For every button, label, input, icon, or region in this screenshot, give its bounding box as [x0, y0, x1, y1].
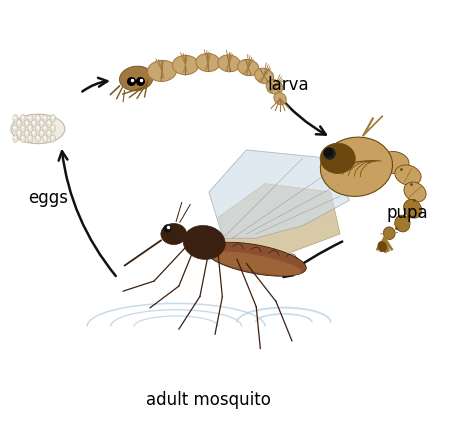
Ellipse shape [43, 135, 48, 142]
Ellipse shape [17, 130, 22, 137]
Ellipse shape [210, 251, 301, 276]
Ellipse shape [24, 120, 29, 127]
Ellipse shape [20, 135, 26, 142]
Ellipse shape [383, 227, 395, 239]
Ellipse shape [404, 182, 426, 202]
Ellipse shape [147, 60, 176, 81]
Ellipse shape [161, 224, 187, 245]
Ellipse shape [13, 135, 18, 142]
Ellipse shape [36, 115, 40, 122]
Text: pupa: pupa [387, 204, 428, 222]
Ellipse shape [218, 55, 240, 72]
Ellipse shape [50, 135, 55, 142]
Ellipse shape [403, 199, 422, 218]
Ellipse shape [32, 130, 37, 137]
Ellipse shape [255, 68, 273, 83]
Ellipse shape [32, 120, 37, 127]
Polygon shape [209, 150, 349, 238]
Polygon shape [218, 184, 340, 259]
Ellipse shape [320, 137, 392, 196]
Ellipse shape [395, 165, 421, 185]
Ellipse shape [395, 215, 410, 232]
Ellipse shape [39, 130, 44, 137]
Ellipse shape [196, 53, 220, 72]
Ellipse shape [379, 152, 409, 173]
Ellipse shape [378, 242, 387, 252]
Ellipse shape [11, 114, 65, 144]
Ellipse shape [17, 120, 22, 127]
Ellipse shape [320, 143, 356, 173]
Text: adult mosquito: adult mosquito [146, 391, 271, 409]
Ellipse shape [50, 125, 55, 132]
Ellipse shape [24, 130, 29, 137]
Ellipse shape [20, 115, 26, 122]
Ellipse shape [13, 125, 18, 132]
Ellipse shape [266, 80, 283, 94]
Ellipse shape [28, 135, 33, 142]
Ellipse shape [119, 66, 153, 91]
Ellipse shape [46, 130, 52, 137]
Ellipse shape [13, 115, 18, 122]
Ellipse shape [183, 225, 225, 259]
Ellipse shape [50, 115, 55, 122]
Ellipse shape [28, 125, 33, 132]
Text: eggs: eggs [28, 189, 69, 207]
Ellipse shape [43, 125, 48, 132]
Text: larva: larva [267, 76, 309, 94]
Ellipse shape [28, 115, 33, 122]
Ellipse shape [36, 125, 40, 132]
Ellipse shape [39, 120, 44, 127]
Ellipse shape [274, 92, 286, 105]
Ellipse shape [20, 125, 26, 132]
Ellipse shape [237, 59, 259, 76]
Ellipse shape [46, 120, 52, 127]
Ellipse shape [205, 242, 306, 276]
Ellipse shape [43, 115, 48, 122]
Ellipse shape [173, 55, 199, 75]
Ellipse shape [36, 135, 40, 142]
